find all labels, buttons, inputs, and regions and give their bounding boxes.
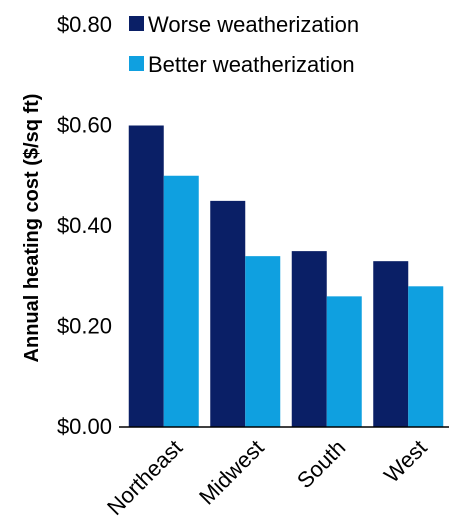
bar-northeast-better: [163, 175, 199, 427]
bar-south-better: [326, 296, 362, 427]
bar-west-better: [408, 286, 444, 427]
x-tick-labels: Northeast Midwest South West: [102, 435, 432, 520]
bar-west-worse: [373, 261, 409, 427]
y-tick-label: $0.80: [57, 12, 112, 37]
bars: [128, 125, 444, 427]
bar-south-worse: [291, 251, 327, 427]
x-tick-label: West: [379, 435, 432, 488]
legend-swatch-worse: [129, 16, 144, 31]
legend-label-better: Better weatherization: [148, 52, 355, 77]
bar-midwest-worse: [210, 200, 246, 427]
legend: Worse weatherization Better weatherizati…: [129, 12, 359, 77]
y-tick-label: $0.00: [57, 414, 112, 439]
legend-swatch-better: [129, 56, 144, 71]
x-tick-label: South: [292, 435, 350, 493]
y-tick-label: $0.40: [57, 213, 112, 238]
legend-label-worse: Worse weatherization: [148, 12, 359, 37]
y-tick-label: $0.60: [57, 113, 112, 138]
y-tick-labels: $0.00 $0.20 $0.40 $0.60 $0.80: [57, 12, 112, 439]
y-axis-title: Annual heating cost ($/sq ft): [21, 94, 43, 363]
bar-northeast-worse: [128, 125, 164, 427]
y-tick-label: $0.20: [57, 314, 112, 339]
bar-midwest-better: [245, 256, 281, 427]
x-tick-label: Northeast: [102, 435, 187, 520]
x-tick-label: Midwest: [194, 435, 269, 510]
